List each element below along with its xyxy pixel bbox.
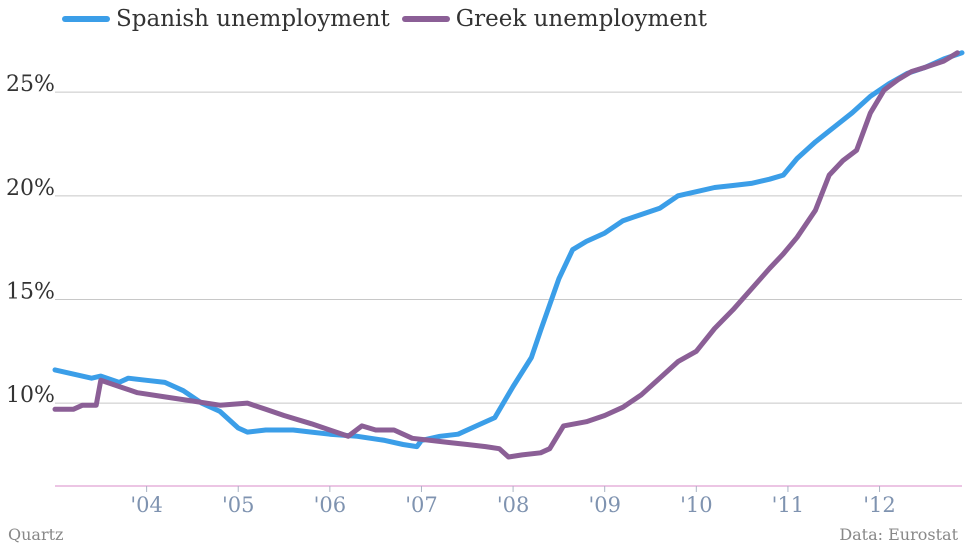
x-tick-label-2004: '04 <box>130 493 163 517</box>
x-tick-label-2009: '09 <box>588 493 621 517</box>
y-tick-label-15: 15% <box>6 279 55 304</box>
legend-swatch-greece <box>401 16 450 22</box>
x-tick-label-2011: '11 <box>772 493 805 517</box>
gridlines <box>55 91 962 487</box>
x-tick-label-2006: '06 <box>314 493 347 517</box>
x-axis-ticks: '04 '05 '06 '07 '08 '09 '10 '11 '12 <box>130 486 896 517</box>
y-tick-label-20: 20% <box>6 176 55 201</box>
spanish-unemployment-line <box>52 50 965 450</box>
y-axis-ticks: 10% 15% 20% 25% <box>6 72 55 408</box>
x-tick-label-2007: '07 <box>405 493 438 517</box>
legend-item-greece: Greek unemployment <box>401 6 708 32</box>
legend-swatch-spain <box>62 16 110 22</box>
x-tick-label-2010: '10 <box>680 493 713 517</box>
source-credit: Quartz <box>8 525 64 544</box>
legend-item-spain: Spanish unemployment <box>62 6 390 32</box>
greek-unemployment-line <box>52 50 960 460</box>
data-source: Data: Eurostat <box>839 525 958 544</box>
y-tick-label-25: 25% <box>6 72 55 97</box>
series-lines <box>52 50 965 460</box>
chart-legend: Spanish unemployment Greek unemployment <box>62 6 719 32</box>
legend-label-greece: Greek unemployment <box>455 6 708 32</box>
legend-label-spain: Spanish unemployment <box>116 6 390 32</box>
x-tick-label-2005: '05 <box>222 493 255 517</box>
y-tick-label-10: 10% <box>6 383 55 408</box>
x-tick-label-2012: '12 <box>863 493 896 517</box>
x-tick-label-2008: '08 <box>497 493 530 517</box>
